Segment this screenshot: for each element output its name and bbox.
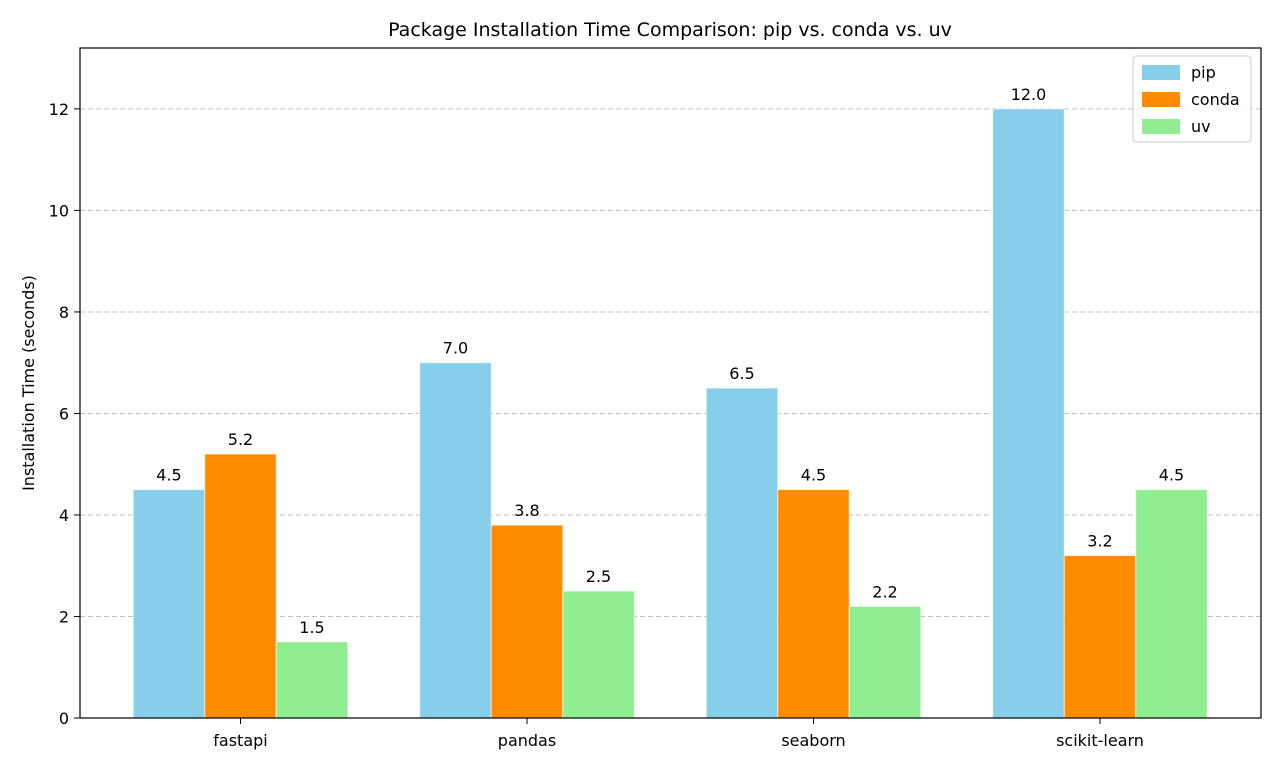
bar-pip-scikit-learn bbox=[992, 108, 1065, 719]
bar-value-label: 6.5 bbox=[729, 364, 754, 383]
bar-value-label: 4.5 bbox=[801, 466, 826, 485]
x-axis-ticks: fastapi pandas seaborn scikit-learn bbox=[213, 718, 1144, 750]
bar-uv-scikit-learn bbox=[1135, 489, 1208, 719]
y-tick-label: 4 bbox=[59, 506, 69, 525]
bar-value-labels: 4.5 5.2 1.5 7.0 3.8 2.5 6.5 4.5 2.2 12.0 3.2 4.5 bbox=[156, 85, 1184, 637]
bar-uv-fastapi bbox=[275, 641, 349, 719]
x-tick-label: seaborn bbox=[781, 731, 845, 750]
bar-value-label: 4.5 bbox=[156, 466, 181, 485]
y-tick-label: 12 bbox=[49, 100, 69, 119]
legend-label-pip: pip bbox=[1191, 63, 1216, 82]
bar-value-label: 12.0 bbox=[1011, 85, 1047, 104]
bar-conda-fastapi bbox=[204, 453, 277, 719]
bar-value-label: 5.2 bbox=[228, 430, 253, 449]
legend: pip conda uv bbox=[1132, 55, 1252, 143]
chart-title: Package Installation Time Comparison: pi… bbox=[388, 19, 952, 41]
bar-conda-scikit-learn bbox=[1063, 555, 1137, 719]
y-axis-label: Installation Time (seconds) bbox=[19, 275, 38, 491]
bar-value-label: 3.8 bbox=[514, 501, 539, 520]
x-tick-label: pandas bbox=[498, 731, 556, 750]
legend-swatch-pip bbox=[1142, 65, 1180, 80]
bar-pip-pandas bbox=[419, 362, 492, 719]
bar-value-label: 1.5 bbox=[299, 618, 324, 637]
bar-value-label: 7.0 bbox=[443, 339, 468, 358]
legend-swatch-conda bbox=[1142, 92, 1180, 107]
y-tick-label: 0 bbox=[59, 709, 69, 728]
y-tick-label: 10 bbox=[49, 201, 69, 220]
bar-pip-fastapi bbox=[132, 489, 206, 719]
bar-conda-seaborn bbox=[777, 489, 850, 719]
bar-value-label: 4.5 bbox=[1159, 466, 1184, 485]
x-tick-label: fastapi bbox=[213, 731, 267, 750]
y-tick-label: 6 bbox=[59, 404, 69, 423]
y-axis-ticks: 0 2 4 6 8 10 12 bbox=[49, 100, 80, 728]
legend-label-conda: conda bbox=[1191, 90, 1240, 109]
bar-value-label: 3.2 bbox=[1087, 532, 1112, 551]
legend-label-uv: uv bbox=[1191, 117, 1211, 136]
x-tick-label: scikit-learn bbox=[1056, 731, 1144, 750]
bar-uv-pandas bbox=[562, 590, 635, 719]
legend-swatch-uv bbox=[1142, 119, 1180, 134]
bar-value-label: 2.5 bbox=[586, 567, 611, 586]
bars bbox=[132, 108, 1208, 719]
bar-value-label: 2.2 bbox=[872, 582, 897, 601]
y-tick-label: 2 bbox=[59, 607, 69, 626]
bar-conda-pandas bbox=[490, 524, 564, 719]
bar-pip-seaborn bbox=[705, 387, 779, 719]
plot-frame bbox=[79, 47, 1262, 719]
bar-uv-seaborn bbox=[848, 605, 922, 719]
y-tick-label: 8 bbox=[59, 303, 69, 322]
